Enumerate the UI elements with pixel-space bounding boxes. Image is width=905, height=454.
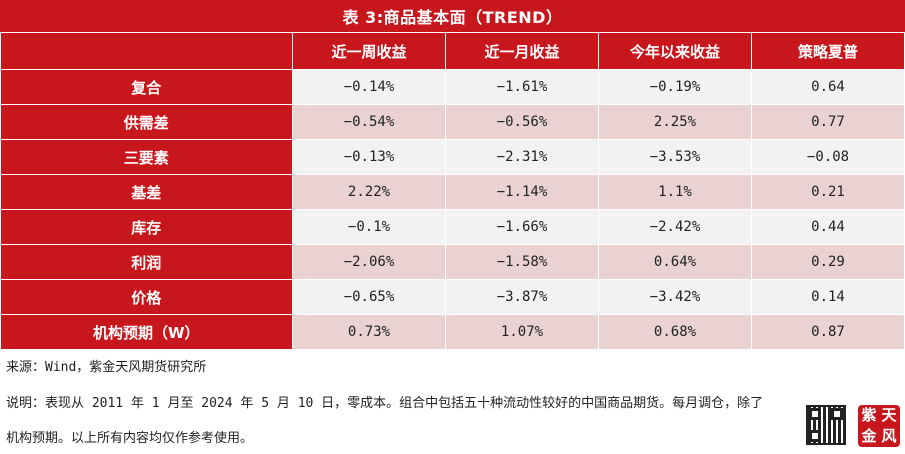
table-row: 供需差 −0.54% −0.56% 2.25% 0.77	[0, 104, 905, 140]
table-cell: 1.07%	[445, 314, 599, 350]
table-cell: 0.29	[751, 244, 905, 280]
description-line-1: 说明：表现从 2011 年 1 月至 2024 年 5 月 10 日，零成本。组…	[6, 396, 764, 411]
header-sharpe: 策略夏普	[751, 32, 905, 70]
table-cell: −0.1%	[292, 209, 446, 245]
table-cell: −1.58%	[445, 244, 599, 280]
row-label: 库存	[0, 209, 293, 245]
table-row: 机构预期（W） 0.73% 1.07% 0.68% 0.87	[0, 314, 905, 350]
row-label: 机构预期（W）	[0, 314, 293, 350]
performance-table: 近一周收益 近一月收益 今年以来收益 策略夏普 复合 −0.14% −1.61% −0…	[0, 32, 905, 350]
table-cell: 0.68%	[598, 314, 752, 350]
table-cell: −0.56%	[445, 104, 599, 140]
table-cell: 1.1%	[598, 174, 752, 210]
table-cell: −0.19%	[598, 69, 752, 105]
header-row: 近一周收益 近一月收益 今年以来收益 策略夏普	[0, 32, 905, 70]
table-cell: 0.87	[751, 314, 905, 350]
table-cell: −2.06%	[292, 244, 446, 280]
table-cell: 0.64	[751, 69, 905, 105]
table-cell: 0.77	[751, 104, 905, 140]
table-row: 基差 2.22% −1.14% 1.1% 0.21	[0, 174, 905, 210]
table-title: 表 3:商品基本面（TREND）	[0, 0, 905, 32]
table-cell: −3.42%	[598, 279, 752, 315]
table-cell: 0.73%	[292, 314, 446, 350]
table-cell: −0.65%	[292, 279, 446, 315]
table-cell: 0.14	[751, 279, 905, 315]
table-row: 复合 −0.14% −1.61% −0.19% 0.64	[0, 69, 905, 105]
table-cell: −0.54%	[292, 104, 446, 140]
table-cell: −1.61%	[445, 69, 599, 105]
row-label: 三要素	[0, 139, 293, 175]
row-label: 利润	[0, 244, 293, 280]
table-cell: 0.64%	[598, 244, 752, 280]
row-label: 复合	[0, 69, 293, 105]
table-row: 三要素 −0.13% −2.31% −3.53% −0.08	[0, 139, 905, 175]
qr-code-icon	[806, 405, 846, 445]
header-ytd-return: 今年以来收益	[598, 32, 752, 70]
table-cell: −3.87%	[445, 279, 599, 315]
description-line-2: 机构预期。以上所有内容均仅作参考使用。	[6, 431, 254, 446]
table-cell: −0.08	[751, 139, 905, 175]
table-cell: 2.22%	[292, 174, 446, 210]
table-cell: −0.14%	[292, 69, 446, 105]
row-label: 价格	[0, 279, 293, 315]
header-week-return: 近一周收益	[292, 32, 446, 70]
row-label: 基差	[0, 174, 293, 210]
table-cell: 2.25%	[598, 104, 752, 140]
header-month-return: 近一月收益	[445, 32, 599, 70]
table-row: 库存 −0.1% −1.66% −2.42% 0.44	[0, 209, 905, 245]
table-cell: −0.13%	[292, 139, 446, 175]
table-cell: −3.53%	[598, 139, 752, 175]
row-label: 供需差	[0, 104, 293, 140]
table-cell: 0.21	[751, 174, 905, 210]
table-cell: −2.31%	[445, 139, 599, 175]
table-row: 价格 −0.65% −3.87% −3.42% 0.14	[0, 279, 905, 315]
source-note: 来源：Wind，紫金天风期货研究所	[6, 360, 207, 375]
header-corner	[0, 32, 293, 70]
table-cell: −1.14%	[445, 174, 599, 210]
table-cell: −1.66%	[445, 209, 599, 245]
table-cell: −2.42%	[598, 209, 752, 245]
table-row: 利润 −2.06% −1.58% 0.64% 0.29	[0, 244, 905, 280]
brand-logo: 紫 天 金 风	[858, 405, 900, 447]
table-cell: 0.44	[751, 209, 905, 245]
